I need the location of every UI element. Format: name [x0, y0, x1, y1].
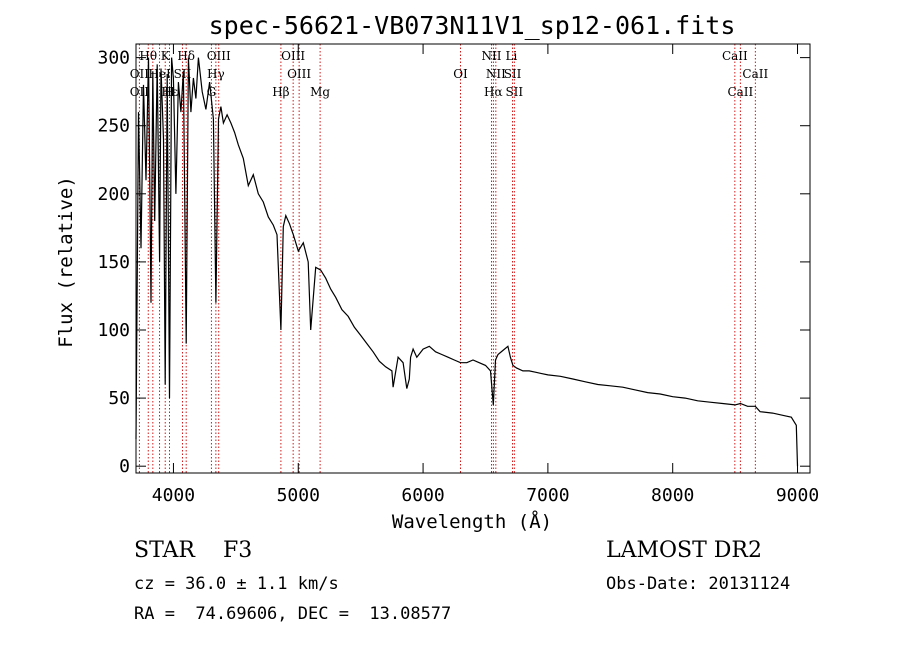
x-tick-label: 4000 — [152, 485, 195, 506]
line-label: Hα — [484, 85, 503, 99]
spectral-line-markers — [138, 44, 756, 473]
line-label: G — [207, 85, 217, 99]
redshift-cz: cz = 36.0 ± 1.1 km/s — [134, 574, 339, 594]
obs-date: Obs-Date: 20131124 — [606, 574, 791, 594]
x-axis-ticks: 4000 5000 6000 7000 8000 9000 — [152, 44, 819, 506]
line-label: Hβ — [272, 85, 289, 99]
ra-dec-coords: RA = 74.69606, DEC = 13.08577 — [134, 604, 452, 624]
chart-title: spec-56621-VB073N11V1_sp12-061.fits — [209, 11, 736, 40]
survey-name: LAMOST DR2 — [606, 538, 762, 563]
line-label: OII — [130, 85, 150, 99]
line-label: HeI — [148, 67, 171, 81]
line-label: Mg — [310, 85, 330, 99]
y-tick-label: 250 — [97, 116, 130, 137]
line-label: OIII — [207, 49, 231, 63]
y-tick-label: 50 — [108, 388, 130, 409]
line-label: OIII — [281, 49, 305, 63]
plot-frame — [135, 43, 811, 474]
line-label: Li — [506, 49, 518, 63]
line-label: Hδ — [177, 49, 195, 63]
line-label: SII — [505, 85, 523, 99]
line-label: CaII — [722, 49, 748, 63]
y-tick-label: 100 — [97, 320, 130, 341]
x-tick-label: 6000 — [401, 485, 444, 506]
x-tick-label: 7000 — [526, 485, 569, 506]
line-label: Hθ — [139, 49, 157, 63]
line-label: SII — [174, 67, 192, 81]
line-label: OI — [453, 67, 468, 81]
y-tick-label: 200 — [97, 184, 130, 205]
line-label: CaII — [727, 85, 753, 99]
line-label: H — [164, 85, 174, 99]
x-tick-label: 5000 — [277, 485, 320, 506]
line-label: CaII — [742, 67, 768, 81]
x-axis-label: Wavelength (Å) — [392, 510, 552, 533]
line-label: NII — [486, 67, 506, 81]
line-label: OIII — [287, 67, 311, 81]
y-axis-ticks: 0 50 100 150 200 250 300 — [97, 48, 810, 477]
y-tick-label: 0 — [119, 456, 130, 477]
x-tick-label: 8000 — [651, 485, 694, 506]
line-label: OII — [130, 67, 150, 81]
flux-series-line — [135, 57, 799, 467]
x-tick-label: 9000 — [776, 485, 819, 506]
line-label: K — [161, 49, 171, 63]
line-label: NII — [481, 49, 501, 63]
y-tick-label: 300 — [97, 48, 130, 69]
object-class: STAR F3 — [134, 538, 253, 563]
line-label: Hγ — [207, 67, 225, 81]
line-label: SII — [504, 67, 522, 81]
y-axis-label: Flux (relative) — [55, 176, 77, 348]
y-tick-label: 150 — [97, 252, 130, 273]
